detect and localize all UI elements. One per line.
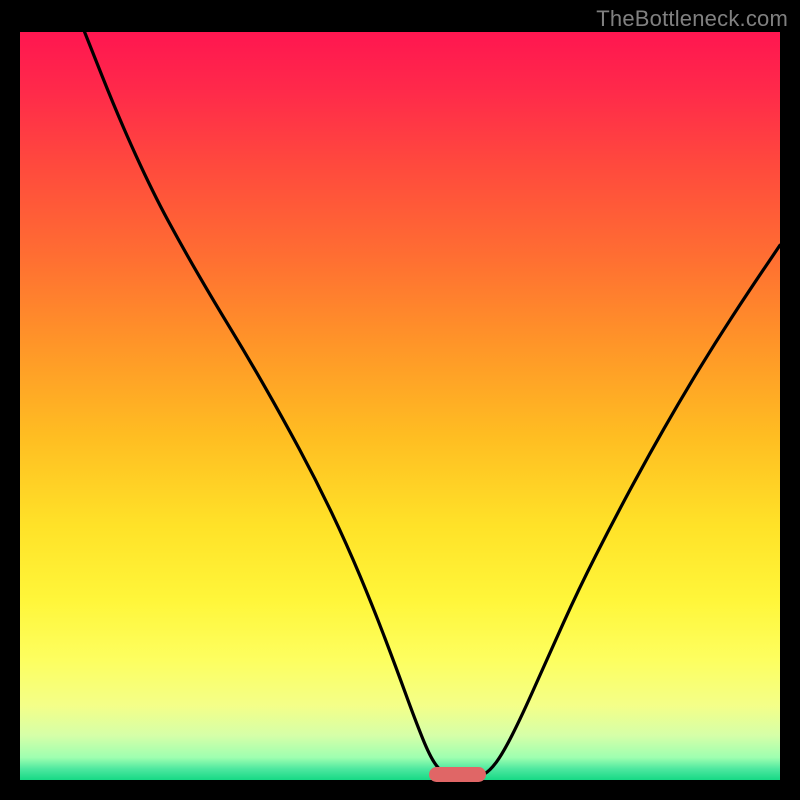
- bottleneck-curve-svg: [20, 32, 780, 780]
- gradient-background: [20, 32, 780, 780]
- chart-frame: TheBottleneck.com: [0, 0, 800, 800]
- watermark-text: TheBottleneck.com: [596, 6, 788, 32]
- minimum-indicator: [429, 767, 486, 782]
- plot-area: [20, 32, 780, 780]
